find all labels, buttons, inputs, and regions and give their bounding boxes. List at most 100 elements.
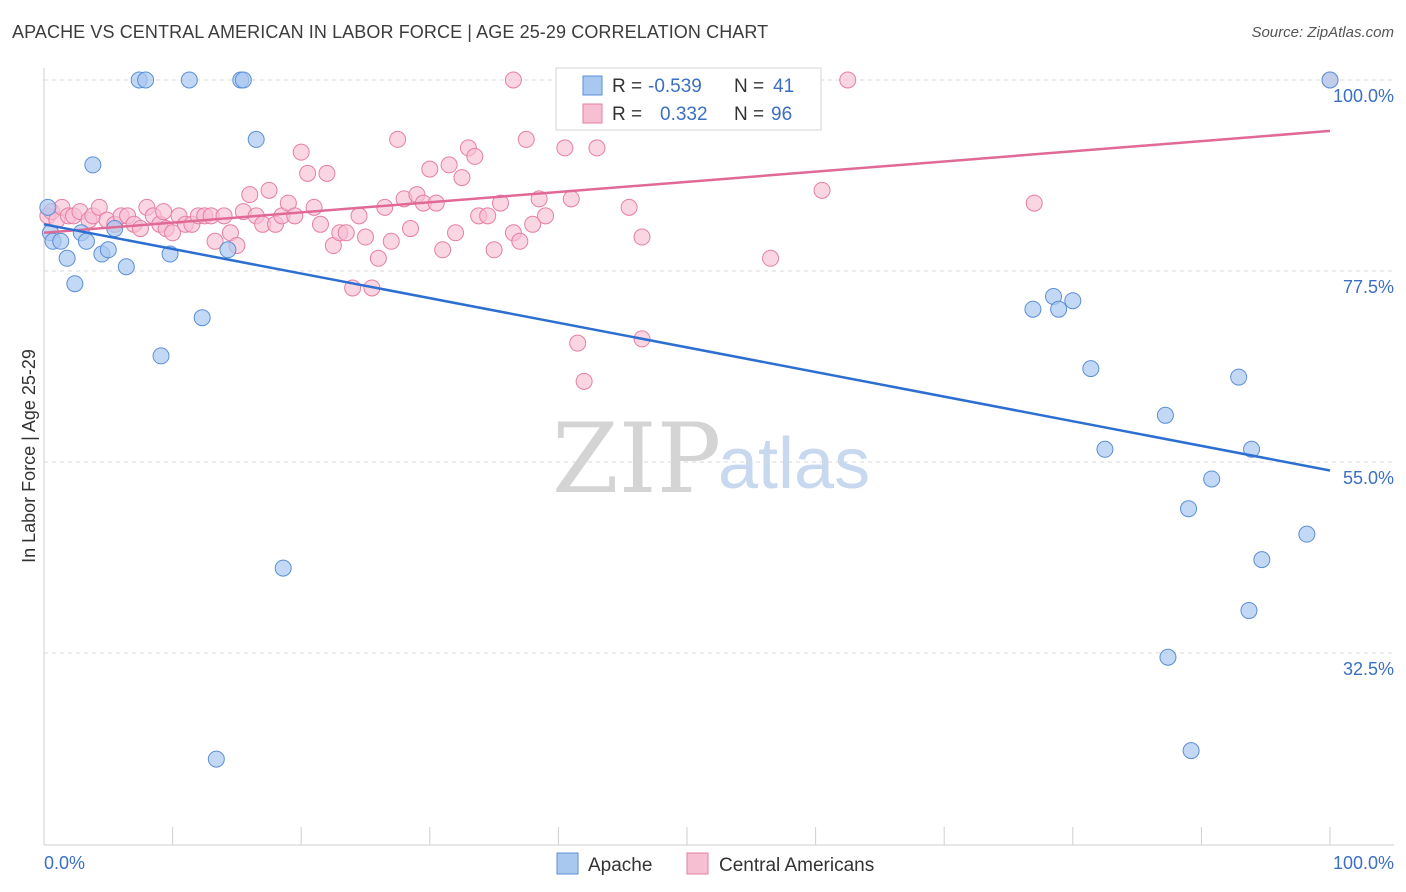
central-point	[350, 207, 368, 225]
apache-point	[193, 309, 211, 327]
central-bottom-swatch	[686, 852, 709, 875]
chart-title: APACHE VS CENTRAL AMERICAN IN LABOR FORC…	[12, 22, 769, 42]
apache-point	[1180, 500, 1198, 518]
central-point	[504, 71, 522, 89]
central-n-label: N =	[734, 104, 764, 125]
central-point	[260, 181, 278, 199]
apache-point	[234, 71, 252, 89]
apache-point	[1159, 648, 1177, 666]
central-point	[402, 220, 420, 238]
central-point	[575, 372, 593, 390]
apache-trend-line	[43, 223, 1331, 472]
central-point	[466, 147, 484, 165]
apache-point	[1064, 292, 1082, 310]
central-point	[537, 207, 555, 225]
central-point	[620, 198, 638, 216]
apache-point	[1298, 525, 1316, 543]
central-point	[569, 334, 587, 352]
central-point	[556, 139, 574, 157]
central-point	[492, 194, 510, 212]
central-point	[588, 139, 606, 157]
apache-r-value: -0.539	[648, 76, 702, 97]
trend-lines	[43, 129, 1331, 472]
central-n-value: 96	[771, 104, 792, 125]
apache-point	[247, 130, 265, 148]
apache-point	[1253, 551, 1271, 569]
apache-point	[1156, 406, 1174, 424]
central-point	[382, 232, 400, 250]
central-point	[633, 228, 651, 246]
apache-series	[39, 71, 1339, 768]
central-point	[562, 190, 580, 208]
central-point	[524, 215, 542, 233]
central-point	[1025, 194, 1043, 212]
central-point	[453, 169, 471, 187]
apache-point	[1050, 300, 1068, 318]
central-point	[155, 203, 173, 221]
central-point	[131, 220, 149, 238]
central-point	[90, 198, 108, 216]
central-point	[434, 241, 452, 259]
apache-point	[117, 258, 135, 276]
central-point	[813, 181, 831, 199]
apache-point	[39, 198, 57, 216]
central-point	[517, 130, 535, 148]
apache-point	[1240, 602, 1258, 620]
apache-point	[1243, 440, 1261, 458]
apache-n-value: 41	[773, 76, 794, 97]
apache-r-label: R =	[612, 76, 642, 97]
central-r-label: R =	[612, 104, 642, 125]
y-tick-label: 55.0%	[1343, 468, 1394, 488]
apache-legend-swatch	[582, 75, 603, 96]
apache-bottom-swatch	[556, 852, 579, 875]
apache-point	[1182, 742, 1200, 760]
apache-point	[152, 347, 170, 365]
central-point	[292, 143, 310, 161]
central-point	[369, 249, 387, 267]
apache-n-label: N =	[734, 76, 764, 97]
x-tick-label-min: 0.0%	[44, 853, 85, 873]
central-point	[286, 207, 304, 225]
apache-point	[1024, 300, 1042, 318]
apache-point	[1321, 71, 1339, 89]
apache-point	[1230, 368, 1248, 386]
central-point	[479, 207, 497, 225]
central-point	[311, 215, 329, 233]
central-point	[318, 164, 336, 182]
apache-point	[52, 232, 70, 250]
apache-point	[84, 156, 102, 174]
apache-point	[58, 249, 76, 267]
apache-point	[180, 71, 198, 89]
central-point	[164, 224, 182, 242]
grid-lines	[44, 79, 1394, 654]
central-point	[215, 207, 233, 225]
apache-point	[274, 559, 292, 577]
apache-point	[137, 71, 155, 89]
central-trend-line	[43, 129, 1331, 235]
y-tick-label: 77.5%	[1343, 277, 1394, 297]
central-point	[421, 160, 439, 178]
apache-point	[77, 232, 95, 250]
watermark: ZIP atlas	[552, 403, 870, 515]
y-tick-label: 100.0%	[1333, 86, 1394, 106]
y-tick-label: 32.5%	[1343, 659, 1394, 679]
central-point	[241, 186, 259, 204]
watermark-atlas: atlas	[718, 424, 870, 504]
x-ticks	[43, 827, 1331, 845]
apache-point	[219, 241, 237, 259]
central-point	[839, 71, 857, 89]
x-tick-label-max: 100.0%	[1333, 853, 1394, 873]
central-point	[337, 224, 355, 242]
apache-point	[207, 750, 225, 768]
apache-point	[1203, 470, 1221, 488]
central-point	[357, 228, 374, 246]
central-r-value: 0.332	[660, 104, 708, 125]
apache-point	[99, 241, 117, 259]
central-point	[485, 241, 503, 259]
apache-bottom-label: Apache	[588, 855, 652, 876]
series-legend: Apache Central Americans	[556, 852, 874, 876]
apache-point	[1082, 360, 1100, 378]
apache-point	[66, 275, 84, 293]
watermark-zip: ZIP	[552, 403, 721, 515]
